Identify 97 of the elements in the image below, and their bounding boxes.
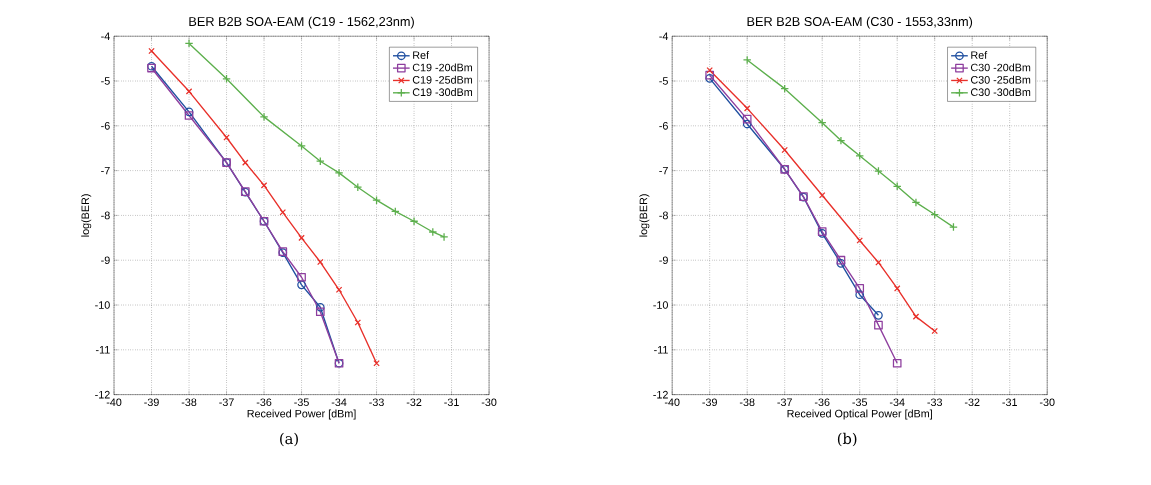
y-tick-label: -12	[653, 390, 668, 399]
x-tick-label: -32	[406, 398, 422, 407]
legend-label: C30 -25dBm	[970, 75, 1031, 84]
point	[949, 222, 958, 232]
x-tick-label: -35	[294, 398, 309, 407]
point	[297, 141, 306, 151]
point	[184, 39, 194, 48]
x-tick-label: -33	[927, 398, 943, 407]
x-tick-label: -39	[702, 398, 717, 407]
point	[184, 111, 194, 121]
point	[315, 303, 325, 312]
legend-label: C19 -30dBm	[412, 88, 473, 97]
x-tick-label: -35	[852, 398, 868, 407]
x-tick-label: -31	[1002, 398, 1017, 407]
x-tick-label: -40	[664, 398, 680, 407]
point	[874, 166, 883, 176]
point	[892, 359, 902, 368]
y-tick-label: -11	[654, 346, 668, 354]
point	[705, 70, 715, 80]
point	[855, 290, 865, 300]
chart-title: BER B2B SOA-EAM (C30 - 1553,33nm)	[747, 16, 973, 29]
y-tick-label: -7	[101, 167, 110, 175]
x-tick-label: -38	[739, 398, 755, 407]
y-tick-label: -4	[659, 32, 669, 41]
y-tick-label: -5	[101, 77, 110, 85]
point	[335, 286, 343, 294]
point	[874, 311, 883, 320]
point	[148, 47, 155, 55]
point	[743, 105, 751, 112]
x-tick-label: -39	[144, 398, 159, 407]
y-tick-label: -7	[659, 167, 668, 175]
point	[297, 273, 306, 282]
x-tick-label: -33	[369, 398, 384, 407]
text: (b)	[837, 432, 857, 447]
point	[428, 227, 438, 237]
point	[856, 237, 863, 244]
point	[315, 307, 325, 317]
point	[742, 114, 752, 124]
point	[185, 88, 193, 95]
point	[931, 327, 938, 335]
chart-title: BER B2B SOA-EAM (C19 - 1562,23nm)	[189, 16, 414, 29]
x-tick-label: -37	[219, 398, 234, 407]
point	[893, 285, 901, 292]
point	[242, 159, 249, 166]
y-tick-label: -10	[95, 301, 110, 309]
point	[334, 168, 344, 178]
y-tick-label: -8	[659, 211, 668, 220]
y-tick-label: -8	[101, 211, 110, 220]
y-tick-label: -9	[101, 256, 110, 265]
y-tick-label: -5	[659, 77, 668, 85]
y-tick-label: -4	[101, 32, 110, 41]
y-tick-label: -10	[653, 301, 668, 309]
point	[911, 198, 921, 207]
point	[874, 320, 883, 330]
x-tick-label: -31	[444, 398, 459, 407]
point	[781, 146, 788, 154]
point	[836, 136, 846, 146]
point	[260, 182, 268, 189]
x-axis-title: Received Power [dBm]	[247, 409, 356, 420]
text: (a)	[280, 432, 298, 447]
legend-label: C30 -20dBm	[970, 63, 1031, 72]
point	[742, 55, 752, 65]
point	[742, 119, 752, 129]
legend-label: C30 -30dBm	[970, 88, 1031, 97]
point	[297, 280, 306, 290]
y-tick-label: -6	[659, 122, 668, 130]
y-tick-label: -6	[101, 122, 110, 130]
x-axis-title: Received Optical Power [dBm]	[787, 409, 932, 420]
point	[354, 319, 362, 326]
point	[373, 360, 380, 367]
x-tick-label: -30	[1039, 398, 1055, 407]
point	[259, 112, 269, 122]
point	[409, 217, 419, 226]
x-tick-label: -32	[964, 398, 980, 407]
x-tick-label: -30	[481, 398, 497, 407]
point	[439, 232, 449, 242]
legend-label: C19 -20dBm	[412, 63, 473, 72]
point	[912, 313, 920, 321]
x-tick-label: -40	[106, 398, 122, 407]
x-tick-label: -36	[814, 398, 830, 407]
y-axis-title: log(BER)	[81, 194, 92, 237]
y-tick-label: -9	[659, 256, 668, 265]
point	[184, 107, 194, 117]
legend-label: Ref	[413, 51, 430, 60]
y-axis-title: log(BER)	[639, 194, 650, 237]
y-tick-label: -12	[95, 390, 110, 399]
x-tick-label: -34	[331, 398, 347, 407]
legend-label: Ref	[971, 51, 988, 60]
point	[298, 234, 305, 242]
legend-label: C19 -25dBm	[412, 75, 473, 84]
y-tick-label: -11	[95, 346, 110, 354]
point	[855, 284, 865, 293]
x-tick-label: -36	[256, 398, 272, 407]
x-tick-label: -38	[181, 398, 197, 407]
point	[317, 258, 324, 266]
x-tick-label: -34	[889, 398, 905, 407]
x-tick-label: -37	[777, 398, 792, 407]
